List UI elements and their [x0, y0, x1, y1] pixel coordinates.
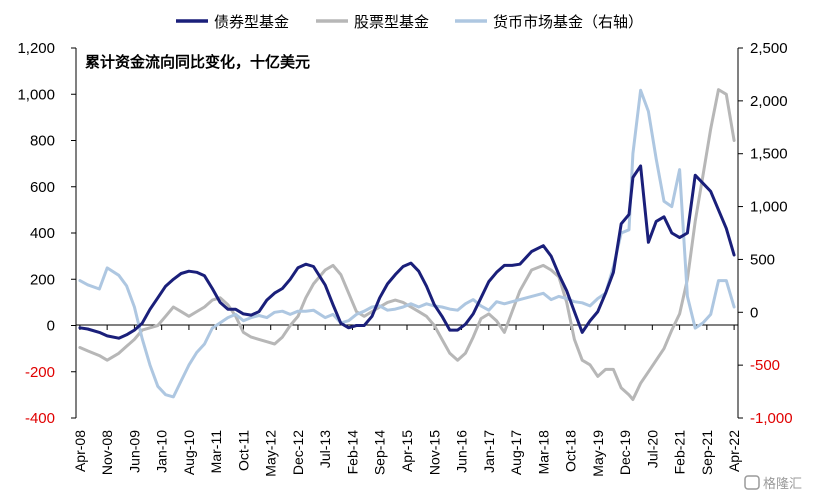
left-tick-label: 400 — [30, 225, 55, 242]
x-tick-label: Dec-19 — [617, 430, 633, 475]
watermark: 格隆汇 — [744, 475, 802, 492]
x-tick-label: Jun-09 — [126, 430, 142, 473]
x-tick-label: Jul-20 — [644, 430, 660, 468]
series-layer — [78, 88, 736, 401]
series-line-money-market — [78, 88, 736, 399]
right-tick-label: -1,000 — [750, 410, 793, 427]
right-tick-label: 500 — [750, 251, 775, 268]
x-tick-label: Feb-14 — [344, 430, 360, 475]
watermark-text: 格隆汇 — [763, 476, 802, 492]
x-tick-label: Mar-18 — [535, 430, 551, 475]
x-axis-ticks: Apr-08 Nov-08 Jun-09 Jan-10 Aug-10 Mar-11 Oct-… — [72, 325, 742, 477]
legend-label-equity: 股票型基金 — [354, 13, 429, 31]
right-tick-label: 1,000 — [750, 199, 788, 216]
right-tick-label: 2,500 — [750, 40, 788, 57]
series-line-equity — [78, 88, 736, 401]
left-tick-label: 0 — [47, 318, 55, 335]
x-tick-label: Mar-11 — [208, 430, 224, 474]
right-tick-label: 1,500 — [750, 146, 788, 163]
left-tick-label: 200 — [30, 271, 55, 288]
x-tick-label: Jul-13 — [317, 430, 333, 468]
x-tick-label: Jan-17 — [481, 430, 497, 473]
x-tick-label: Jan-10 — [154, 430, 170, 473]
x-tick-label: Apr-22 — [726, 430, 742, 472]
left-tick-label: 1,000 — [17, 86, 55, 103]
x-tick-label: Aug-17 — [508, 430, 524, 475]
x-tick-label: Feb-21 — [672, 430, 688, 475]
x-tick-label: Dec-12 — [290, 430, 306, 475]
x-tick-label: Oct-11 — [235, 430, 251, 471]
x-tick-label: Sep-14 — [372, 430, 388, 475]
left-tick-label: 1,200 — [17, 40, 55, 57]
legend-label-money-market: 货币市场基金（右轴） — [493, 13, 643, 31]
left-tick-label: -200 — [25, 364, 55, 381]
x-tick-label: May-19 — [590, 430, 606, 477]
right-tick-label: 2,000 — [750, 93, 788, 110]
x-tick-label: Sep-21 — [699, 430, 715, 475]
x-tick-label: Jun-16 — [454, 430, 470, 473]
x-tick-label: Oct-18 — [563, 430, 579, 472]
left-tick-label: 800 — [30, 133, 55, 150]
right-axis-ticks: 2,500 2,000 1,500 1,000 500 0 -500 -1,000 — [738, 40, 793, 427]
right-tick-label: 0 — [750, 304, 758, 321]
left-axis-ticks: 1,200 1,000 800 600 400 200 0 -200 -400 — [17, 40, 76, 427]
x-tick-label: Nov-08 — [99, 430, 115, 475]
legend-label-bond: 债券型基金 — [214, 13, 289, 31]
x-tick-label: Nov-15 — [426, 430, 442, 475]
series-line-bond — [78, 164, 736, 340]
x-tick-label: Apr-15 — [399, 430, 415, 472]
left-tick-label: -400 — [25, 410, 55, 427]
left-tick-label: 600 — [30, 179, 55, 196]
legend: 债券型基金 股票型基金 货币市场基金（右轴） — [176, 13, 643, 31]
chart-title: 累计资金流向同比变化，十亿美元 — [85, 53, 310, 71]
right-tick-label: -500 — [750, 357, 780, 374]
x-tick-label: Aug-10 — [181, 430, 197, 475]
watermark-logo-icon — [744, 475, 760, 490]
x-tick-label: Apr-08 — [72, 430, 88, 472]
x-tick-label: May-12 — [263, 430, 279, 477]
